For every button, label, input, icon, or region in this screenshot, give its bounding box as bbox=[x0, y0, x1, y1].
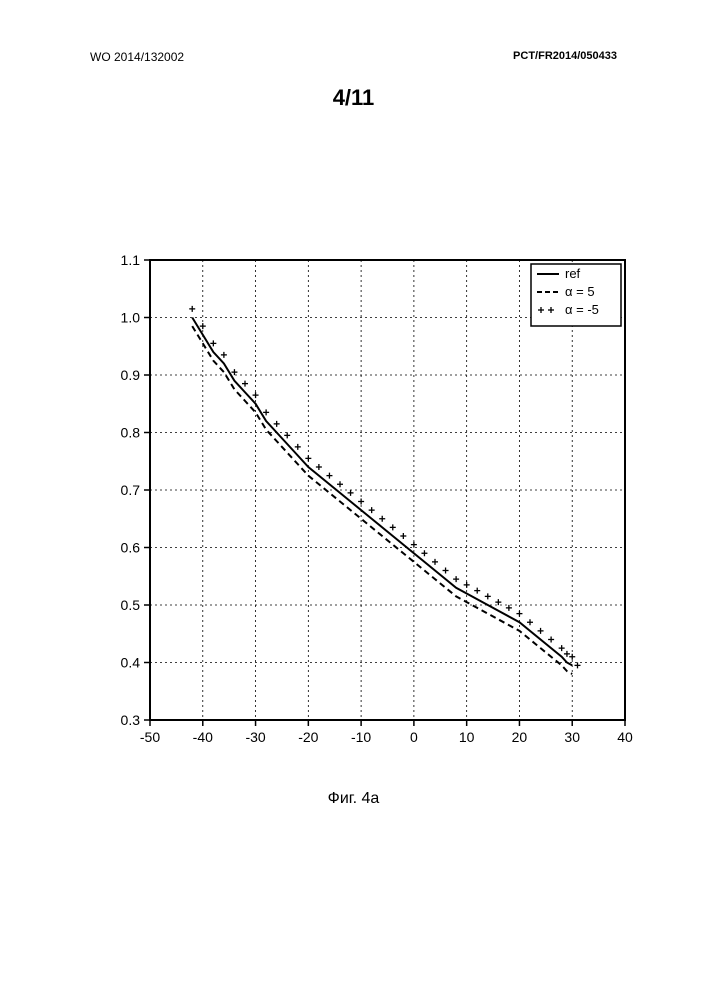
svg-text:-10: -10 bbox=[351, 729, 371, 745]
svg-text:20: 20 bbox=[512, 729, 528, 745]
svg-text:0: 0 bbox=[410, 729, 418, 745]
figure-caption: Фиг. 4a bbox=[0, 790, 707, 808]
svg-text:-50: -50 bbox=[140, 729, 160, 745]
svg-text:α = -5: α = -5 bbox=[565, 302, 599, 317]
svg-text:0.6: 0.6 bbox=[121, 540, 141, 556]
svg-text:0.7: 0.7 bbox=[121, 482, 141, 498]
svg-text:α = 5: α = 5 bbox=[565, 284, 595, 299]
svg-text:-40: -40 bbox=[193, 729, 213, 745]
svg-text:0.5: 0.5 bbox=[121, 597, 141, 613]
line-chart: -50 -40 -30 -20 -10 0 10 20 30 40 0.3 0.4 0.5 0.6 0.7 0… bbox=[100, 250, 635, 760]
chart-svg: -50 -40 -30 -20 -10 0 10 20 30 40 0.3 0.4 0.5 0.6 0.7 0… bbox=[100, 250, 635, 760]
header-left-id: WO 2014/132002 bbox=[90, 50, 184, 64]
svg-text:1.0: 1.0 bbox=[121, 310, 141, 326]
svg-text:10: 10 bbox=[459, 729, 475, 745]
svg-text:-20: -20 bbox=[298, 729, 318, 745]
svg-text:0.9: 0.9 bbox=[121, 367, 141, 383]
svg-text:0.3: 0.3 bbox=[121, 712, 141, 728]
svg-text:1.1: 1.1 bbox=[121, 252, 141, 268]
header-right-id: PCT/FR2014/050433 bbox=[513, 50, 617, 62]
svg-text:30: 30 bbox=[564, 729, 580, 745]
page-number: 4/11 bbox=[0, 85, 707, 111]
svg-text:40: 40 bbox=[617, 729, 633, 745]
svg-text:-30: -30 bbox=[245, 729, 265, 745]
svg-text:ref: ref bbox=[565, 266, 581, 281]
svg-text:0.8: 0.8 bbox=[121, 425, 141, 441]
svg-text:0.4: 0.4 bbox=[121, 655, 141, 671]
